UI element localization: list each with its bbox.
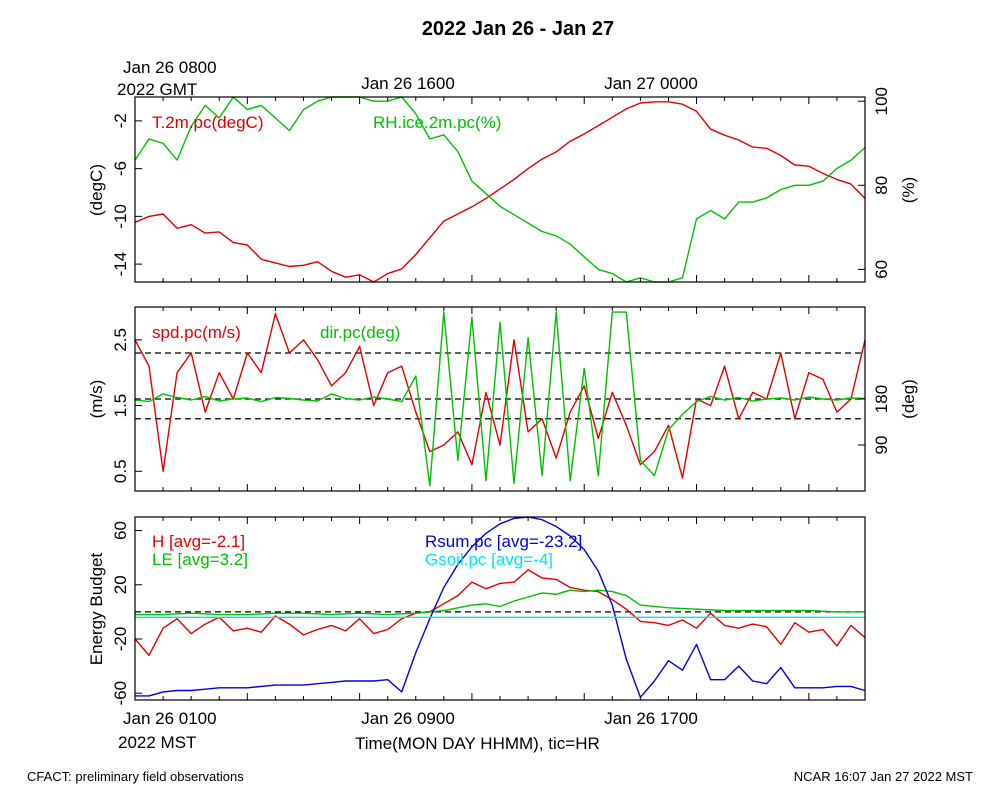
footer-left: CFACT: preliminary field observations bbox=[27, 769, 244, 784]
p3-legend-rsum: Rsum.pc [avg=-23.2] bbox=[425, 532, 582, 551]
p1-legend-rh: RH.ice.2m.pc(%) bbox=[373, 113, 501, 132]
p2-right-axis-label: (deg) bbox=[899, 379, 918, 419]
y-right-tick-label: 100 bbox=[872, 87, 891, 115]
x-axis-title: Time(MON DAY HHMM), tic=HR bbox=[355, 734, 600, 753]
page-title: 2022 Jan 26 - Jan 27 bbox=[422, 18, 614, 40]
y-left-tick-label: -10 bbox=[111, 204, 130, 229]
y-right-tick-label: 80 bbox=[872, 176, 891, 195]
p1-legend-temperature: T.2m.pc(degC) bbox=[152, 113, 263, 132]
series-line-rsum-pc bbox=[135, 516, 866, 698]
temperature-humidity-panel: -2 -6 -10 -14 100 80 60 (degC) (%) T.2m.pc(deg… bbox=[87, 87, 918, 283]
series-line-spd-pc-m-s- bbox=[134, 312, 866, 479]
footer-right: NCAR 16:07 Jan 27 2022 MST bbox=[794, 769, 973, 784]
y-left-tick-label: -20 bbox=[111, 627, 130, 652]
p2-legend-speed: spd.pc(m/s) bbox=[152, 323, 241, 342]
p2-left-axis-label: (m/s) bbox=[87, 380, 106, 419]
y-right-tick-label: 180 bbox=[872, 385, 891, 413]
p3-left-axis-label: Energy Budget bbox=[87, 552, 106, 665]
p3-legend-gsoil: Gsoil.pc [avg=-4] bbox=[425, 550, 553, 569]
p3-legend-le: LE [avg=3.2] bbox=[152, 550, 248, 569]
top-label-3: Jan 27 0000 bbox=[604, 74, 698, 93]
wind-panel: 2.5 1.5 0.5 180 90 (m/s) (deg) spd.pc(m/s) d… bbox=[87, 306, 918, 492]
y-right-tick-label: 60 bbox=[872, 260, 891, 279]
bottom-label-2: Jan 26 0900 bbox=[361, 709, 455, 728]
p1-left-axis-label: (degC) bbox=[87, 164, 106, 216]
y-left-tick-label: -6 bbox=[111, 161, 130, 176]
p3-legend-h: H [avg=-2.1] bbox=[152, 532, 245, 551]
y-left-tick-label: -2 bbox=[111, 113, 130, 128]
y-left-tick-label: 20 bbox=[111, 575, 130, 594]
y-left-tick-label: -14 bbox=[111, 252, 130, 277]
p2-legend-direction: dir.pc(deg) bbox=[320, 323, 400, 342]
y-left-tick-label: -60 bbox=[111, 681, 130, 706]
y-left-tick-label: 0.5 bbox=[111, 459, 130, 483]
p1-right-axis-label: (%) bbox=[899, 177, 918, 203]
energy-budget-panel: 60 20 -20 -60 Energy Budget H [avg=-2.1] LE… bbox=[87, 516, 866, 706]
top-label-1-line2: 2022 GMT bbox=[117, 80, 197, 99]
top-label-2: Jan 26 1600 bbox=[361, 74, 455, 93]
bottom-label-3: Jan 26 1700 bbox=[604, 709, 698, 728]
y-right-tick-label: 90 bbox=[872, 436, 891, 455]
top-label-1-line1: Jan 26 0800 bbox=[123, 58, 217, 77]
series-line-h bbox=[134, 569, 866, 656]
series-line-le bbox=[135, 589, 865, 616]
series-line-dir-pc-deg- bbox=[134, 311, 866, 487]
bottom-label-1-line2: 2022 MST bbox=[118, 733, 196, 752]
y-left-tick-label: 1.5 bbox=[111, 394, 130, 418]
bottom-label-1-line1: Jan 26 0100 bbox=[123, 709, 217, 728]
series-line-rh-ice-2m-pc- bbox=[134, 96, 866, 283]
y-left-tick-label: 60 bbox=[111, 521, 130, 540]
series-line-t-2m-pc-degc- bbox=[134, 101, 866, 283]
y-left-tick-label: 2.5 bbox=[111, 328, 130, 352]
